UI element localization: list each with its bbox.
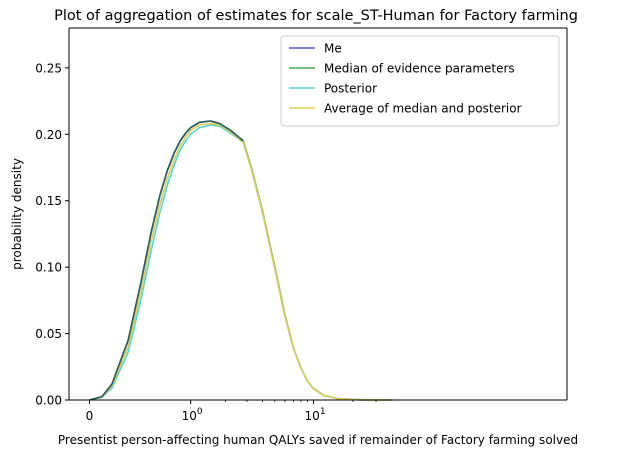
- legend-label: Median of evidence parameters: [324, 62, 515, 76]
- legend: Me Median of evidence parameters Posterior…: [280, 35, 560, 127]
- legend-box: [280, 35, 560, 127]
- chart-title: Plot of aggregation of estimates for sca…: [54, 8, 578, 24]
- axes-layer: [68, 27, 568, 401]
- y-axis-label: probability density: [10, 158, 24, 270]
- y-tick-label: 0.25: [35, 61, 62, 75]
- legend-label: Me: [324, 42, 342, 56]
- y-tick-label: 0.05: [35, 327, 62, 341]
- x-tick-label: 0: [86, 409, 94, 423]
- series-layer: [89, 120, 393, 401]
- y-axis-ticks: 0.00 0.05 0.10 0.15 0.20 0.25: [35, 61, 69, 408]
- y-tick-label: 0.15: [35, 194, 62, 208]
- y-tick-label: 0.20: [35, 128, 62, 142]
- legend-label: Average of median and posterior: [324, 102, 522, 116]
- y-tick-label: 0.00: [35, 394, 62, 408]
- x-axis-label: Presentist person-affecting human QALYs …: [58, 433, 578, 447]
- series-line-3: [89, 122, 393, 401]
- legend-label: Posterior: [324, 82, 377, 96]
- y-tick-label: 0.10: [35, 261, 62, 275]
- series-line-4: [89, 120, 244, 401]
